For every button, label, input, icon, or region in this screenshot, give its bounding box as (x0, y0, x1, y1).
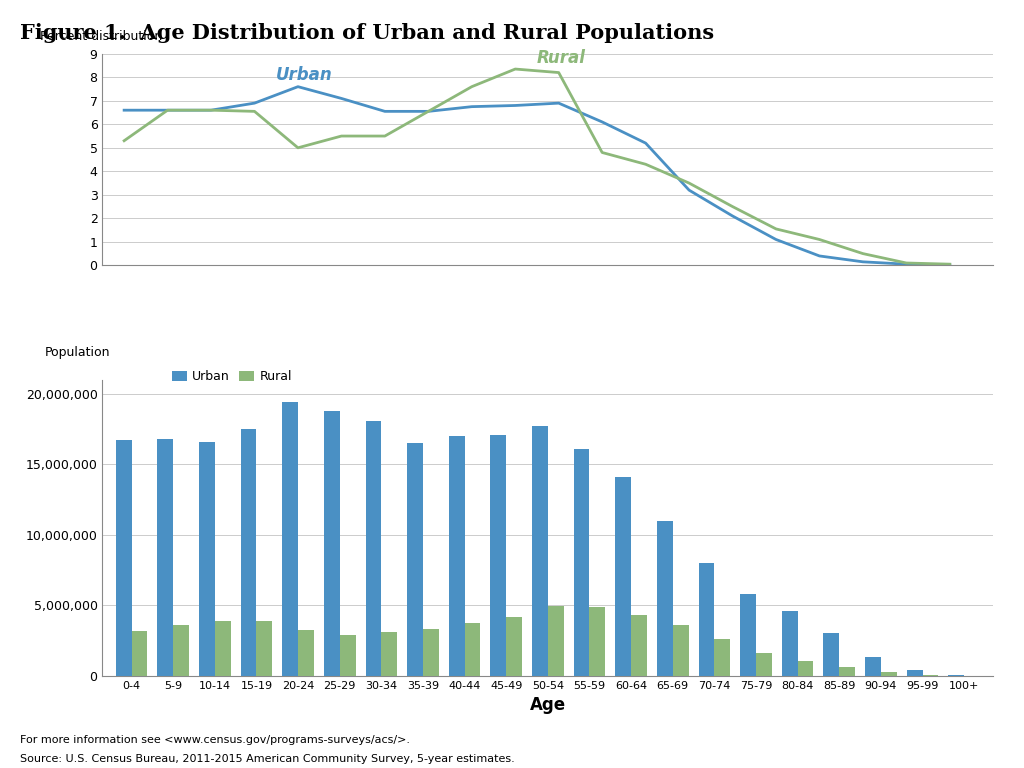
Bar (573, 449, 590, 676)
Bar (116, 440, 131, 676)
Bar (465, 623, 480, 676)
Bar (506, 617, 522, 676)
Bar (131, 631, 147, 676)
Text: Urban: Urban (276, 65, 333, 84)
Bar (215, 621, 230, 676)
Bar (923, 675, 938, 676)
Text: Rural: Rural (537, 49, 586, 67)
Bar (340, 635, 355, 676)
Bar (423, 628, 438, 676)
Bar (823, 633, 840, 676)
Bar (881, 672, 897, 676)
Bar (158, 439, 173, 676)
Bar (548, 606, 563, 676)
Text: For more information see <www.census.gov/programs-surveys/acs/>.: For more information see <www.census.gov… (20, 735, 411, 745)
Bar (756, 654, 772, 676)
Bar (840, 667, 855, 676)
Bar (615, 477, 631, 676)
Bar (798, 661, 813, 676)
Bar (490, 435, 506, 676)
Bar (241, 429, 256, 676)
Bar (366, 421, 381, 676)
Y-axis label: Percent distribution: Percent distribution (40, 30, 162, 43)
X-axis label: Age: Age (529, 697, 566, 714)
Bar (673, 625, 688, 676)
Bar (906, 670, 923, 676)
Bar (590, 607, 605, 676)
Bar (324, 411, 340, 676)
Bar (865, 657, 881, 676)
Bar (256, 621, 272, 676)
Bar (408, 443, 423, 676)
Bar (631, 615, 647, 676)
Bar (715, 639, 730, 676)
Text: Source: U.S. Census Bureau, 2011-2015 American Community Survey, 5-year estimate: Source: U.S. Census Bureau, 2011-2015 Am… (20, 754, 515, 764)
Bar (173, 625, 189, 676)
Bar (781, 611, 798, 676)
Bar (199, 442, 215, 676)
Bar (698, 563, 715, 676)
Text: Figure 1.  Age Distribution of Urban and Rural Populations: Figure 1. Age Distribution of Urban and … (20, 23, 715, 43)
Legend: Urban, Rural: Urban, Rural (167, 365, 297, 388)
Bar (740, 594, 756, 676)
Bar (449, 436, 465, 676)
Bar (381, 632, 397, 676)
Bar (283, 402, 298, 676)
Bar (532, 426, 548, 676)
Bar (657, 521, 673, 676)
Bar (298, 630, 314, 676)
Text: Population: Population (44, 346, 110, 359)
